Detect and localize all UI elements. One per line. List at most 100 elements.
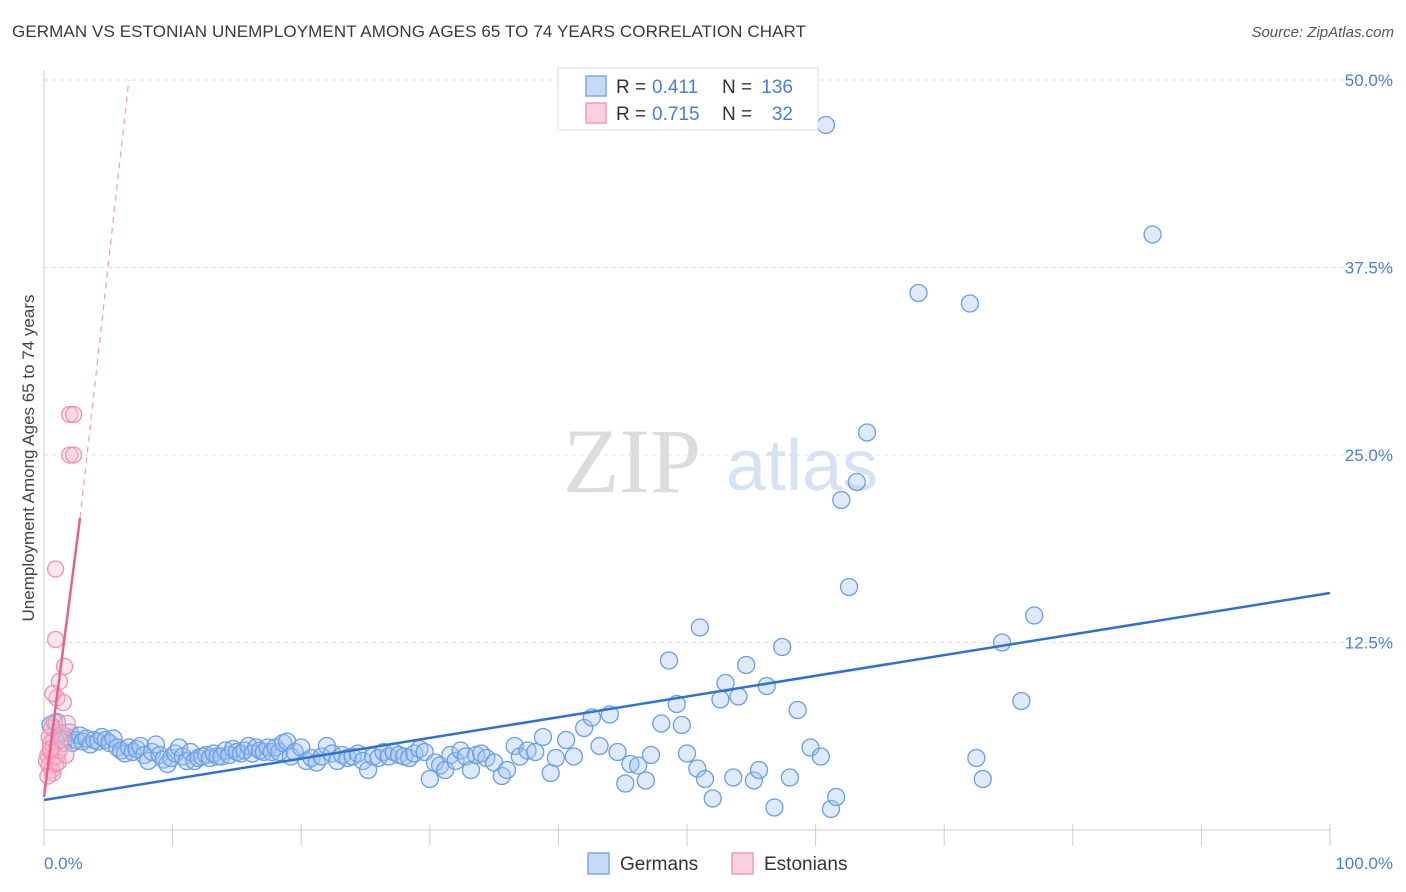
y-tick-label: 25.0% [1345,446,1393,465]
german-point [695,769,715,789]
estonian-trend-extension [79,79,130,519]
legend-n-value-germans: 136 [761,77,793,98]
german-point [967,748,986,768]
german-point [711,690,730,709]
estonian-point [46,560,65,578]
german-point [616,774,635,793]
german-point [672,715,692,735]
legend-n-label-estonians: N = [722,104,752,125]
german-point [146,735,166,754]
german-point [1012,691,1031,711]
german-point [857,423,877,442]
german-point [690,618,710,637]
german-trend-line [43,591,1331,802]
german-point [960,294,980,313]
x-tick-label-min: 0.0% [44,854,83,873]
y-axis-label: Unemployment Among Ages 65 to 74 years [19,295,38,622]
german-point [724,768,743,787]
german-point [832,490,851,510]
german-point [636,771,655,790]
estonian-trend-line [42,517,82,798]
estonian-point [61,446,79,464]
legend-r-label-estonians: R = [616,104,646,125]
german-point [773,637,792,657]
bottom-legend: Germans Estonians [587,852,847,875]
german-point [973,769,992,789]
german-point [780,768,800,787]
estonian-point [58,714,76,733]
legend-r-value-germans: 0.411 [652,77,698,98]
german-point [518,741,537,760]
y-tick-labels: 12.5% 25.0% 37.5% 50.0% [1345,71,1393,653]
german-point [729,687,748,706]
german-point [737,655,756,675]
german-point [446,751,465,771]
chart-title: GERMAN VS ESTONIAN UNEMPLOYMENT AMONG AG… [12,22,807,41]
legend-r-value-estonians: 0.715 [652,104,700,125]
legend-swatch-germans [585,75,607,97]
german-point [526,742,545,762]
bottom-legend-label-estonians: Estonians [764,854,847,875]
grid-lines [44,79,1395,643]
german-point [425,753,445,772]
german-point [533,727,553,747]
estonian-point [64,446,83,464]
y-tick-label: 50.0% [1345,71,1393,90]
german-point [757,676,776,696]
german-point [497,760,517,780]
german-point [659,651,679,670]
y-tick-label: 12.5% [1345,634,1393,653]
german-point [546,748,565,768]
german-point [1143,225,1162,244]
x-tick-marks [43,824,1331,846]
german-point [139,751,158,771]
german-point [749,760,769,780]
german-point [608,742,627,762]
estonian-point [53,725,71,743]
german-point [816,115,836,135]
german-point [358,760,378,780]
legend-n-label-germans: N = [722,77,752,98]
german-point [827,787,846,807]
y-tick-label: 37.5% [1345,259,1393,278]
bottom-legend-swatch-estonians [731,852,754,875]
german-point [821,799,841,819]
estonian-point [57,746,75,764]
german-point [556,730,576,750]
chart-source: Source: ZipAtlas.com [1251,24,1394,41]
legend-swatch-estonians [585,102,607,124]
german-point [909,283,928,303]
german-point [420,769,439,789]
german-point [677,744,697,763]
german-point [652,714,671,733]
german-point [169,738,189,757]
german-point [992,633,1012,652]
german-point [641,745,661,765]
german-point [811,747,830,766]
german-point [628,756,648,775]
german-point [839,577,859,597]
estonian-point [64,405,83,424]
trend-lines [42,79,1331,802]
estonian-point [46,630,65,649]
legend-r-label-germans: R = [616,77,646,98]
german-point [590,736,609,756]
german-point [1025,606,1044,625]
data-points [37,115,1162,819]
german-point [703,789,722,808]
german-point [353,751,373,771]
bottom-legend-label-germans: Germans [620,854,698,875]
german-point [621,754,640,774]
german-point [765,798,784,817]
legend-n-value-estonians: 32 [772,104,793,125]
bottom-legend-swatch-germans [587,852,610,875]
german-point [744,771,764,790]
watermark-atlas: atlas [726,426,878,506]
x-tick-label-max: 100.0% [1335,854,1393,873]
german-point [788,700,807,720]
estonian-point [61,405,79,424]
german-point [801,738,820,757]
german-point [847,472,866,492]
german-point [131,736,150,756]
